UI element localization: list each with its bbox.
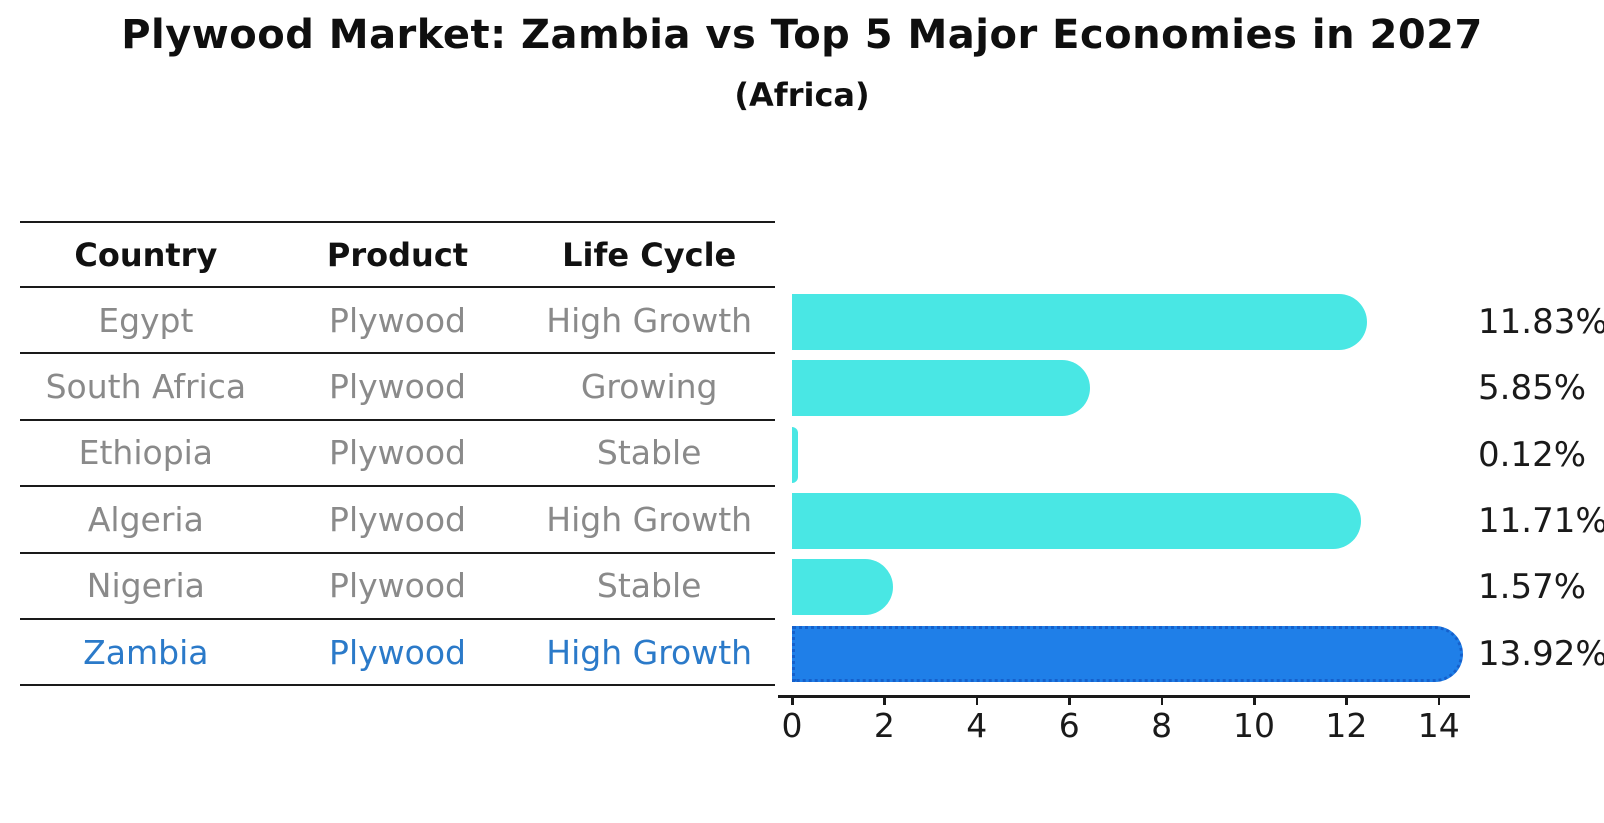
header-country: Country (74, 235, 218, 274)
bar-row-algeria (792, 492, 1492, 549)
cell-life-cycle: High Growth (546, 300, 753, 340)
x-tick-label: 4 (966, 706, 988, 745)
cell-life-cycle: Stable (596, 566, 702, 606)
value-label-egypt: 11.83% (1478, 301, 1604, 342)
chart-title: Plywood Market: Zambia vs Top 5 Major Ec… (121, 12, 1483, 58)
bar-nigeria (792, 559, 893, 616)
bar-row-south-africa (792, 360, 1492, 417)
value-label-ethiopia: 0.12% (1478, 434, 1587, 475)
cell-product: Plywood (329, 433, 466, 473)
bar-south-africa (792, 360, 1091, 417)
value-label-algeria: 11.71% (1478, 500, 1604, 541)
table-row-nigeria: Nigeria Plywood Stable (20, 554, 775, 620)
x-tick-mark (883, 695, 886, 705)
x-tick-mark (1345, 695, 1348, 705)
x-tick-mark (791, 695, 794, 705)
x-tick-mark (1253, 695, 1256, 705)
bar-row-zambia (792, 625, 1492, 682)
value-label-south-africa: 5.85% (1478, 368, 1587, 409)
x-tick-label: 12 (1325, 706, 1368, 745)
header-life-cycle: Life Cycle (562, 235, 737, 274)
x-tick-label: 14 (1417, 706, 1460, 745)
cell-country: Algeria (87, 499, 204, 539)
cell-product: Plywood (329, 499, 466, 539)
cell-life-cycle: Growing (580, 367, 718, 407)
x-tick-label: 10 (1233, 706, 1275, 745)
cell-life-cycle: High Growth (546, 499, 753, 539)
x-tick-label: 6 (1058, 706, 1080, 745)
x-tick-label: 2 (873, 706, 895, 745)
cell-country: Egypt (98, 300, 194, 340)
cell-country: Nigeria (86, 566, 205, 606)
cell-product: Plywood (329, 632, 466, 672)
bar-ethiopia (792, 426, 798, 483)
table-row-zambia-highlighted: Zambia Plywood High Growth (20, 620, 775, 687)
cell-life-cycle: Stable (596, 433, 702, 473)
value-label-nigeria: 1.57% (1478, 567, 1587, 608)
country-table: Country Product Life Cycle Egypt Plywood… (20, 221, 775, 687)
bar-zambia-highlighted (792, 625, 1464, 682)
bar-row-nigeria (792, 559, 1492, 616)
cell-country: Zambia (83, 632, 209, 672)
x-tick-mark (1160, 695, 1164, 705)
chart-subtitle: (Africa) (734, 76, 870, 114)
value-label-zambia: 13.92% (1478, 633, 1604, 674)
x-tick-mark (1068, 695, 1071, 705)
cell-product: Plywood (329, 367, 466, 407)
x-tick-label: 8 (1151, 706, 1173, 745)
x-tick-mark (1437, 695, 1441, 705)
header-product: Product (326, 235, 469, 274)
bar-egypt (792, 293, 1367, 350)
table-row-ethiopia: Ethiopia Plywood Stable (20, 421, 775, 488)
bar-algeria (792, 492, 1361, 549)
table-header-row: Country Product Life Cycle (20, 221, 775, 288)
table-row-algeria: Algeria Plywood High Growth (20, 487, 775, 554)
cell-product: Plywood (329, 566, 466, 606)
table-row-egypt: Egypt Plywood High Growth (20, 288, 775, 355)
x-tick-label: 0 (781, 706, 803, 745)
x-tick-mark (975, 695, 979, 705)
x-axis-line (778, 695, 1470, 698)
bar-row-egypt (792, 293, 1492, 350)
cell-country: South Africa (45, 367, 247, 407)
cell-life-cycle: High Growth (546, 632, 753, 672)
cell-product: Plywood (329, 300, 466, 340)
cell-country: Ethiopia (78, 433, 214, 473)
bar-row-ethiopia (792, 426, 1492, 483)
table-row-south-africa: South Africa Plywood Growing (20, 354, 775, 421)
